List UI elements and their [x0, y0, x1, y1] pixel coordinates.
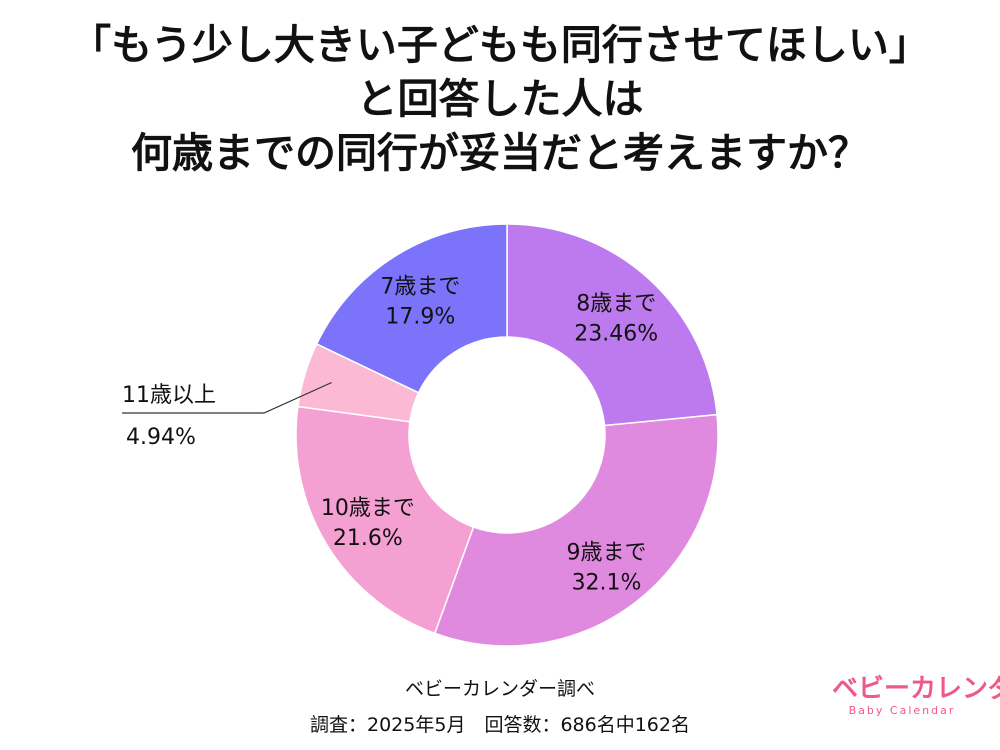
chart-title: 「もう少し大きい子どもも同行させてほしい」 と回答した人は 何歳までの同行が妥当…	[0, 18, 1000, 180]
slice-1	[506, 223, 718, 427]
slice-1-value-label: 23.46%	[574, 322, 658, 347]
brand-logo: ベビーカレンダー Baby Calendar	[832, 674, 1000, 718]
slice-3	[295, 405, 475, 635]
slice-4-category-label: 11歳以上	[122, 383, 216, 408]
slice-3-value-label: 21.6%	[333, 526, 403, 551]
slice-2-category-label: 9歳まで	[567, 540, 647, 565]
slice-2-value-label: 32.1%	[572, 570, 642, 595]
title-line-1: 「もう少し大きい子どもも同行させてほしい」	[70, 21, 930, 69]
slice-3-category-label: 10歳まで	[321, 496, 415, 521]
slice-1-category-label: 8歳まで	[576, 292, 656, 317]
logo-subtext: Baby Calendar	[848, 704, 956, 717]
logo-text: ベビーカレンダー	[832, 674, 1000, 704]
slice-5	[315, 223, 508, 394]
source-note: ベビーカレンダー調べ	[404, 678, 595, 700]
title-line-2: と回答した人は	[356, 75, 644, 123]
leader-line	[122, 381, 332, 414]
slice-4-value-label: 4.94%	[126, 425, 196, 450]
slice-2	[433, 413, 719, 647]
slice-5-value-label: 17.9%	[385, 305, 455, 330]
survey-info: 調査：2025年5月 回答数：686名中162名	[310, 714, 690, 736]
title-line-3: 何歳までの同行が妥当だと考えますか？	[131, 129, 869, 177]
slice-5-category-label: 7歳まで	[380, 275, 460, 300]
